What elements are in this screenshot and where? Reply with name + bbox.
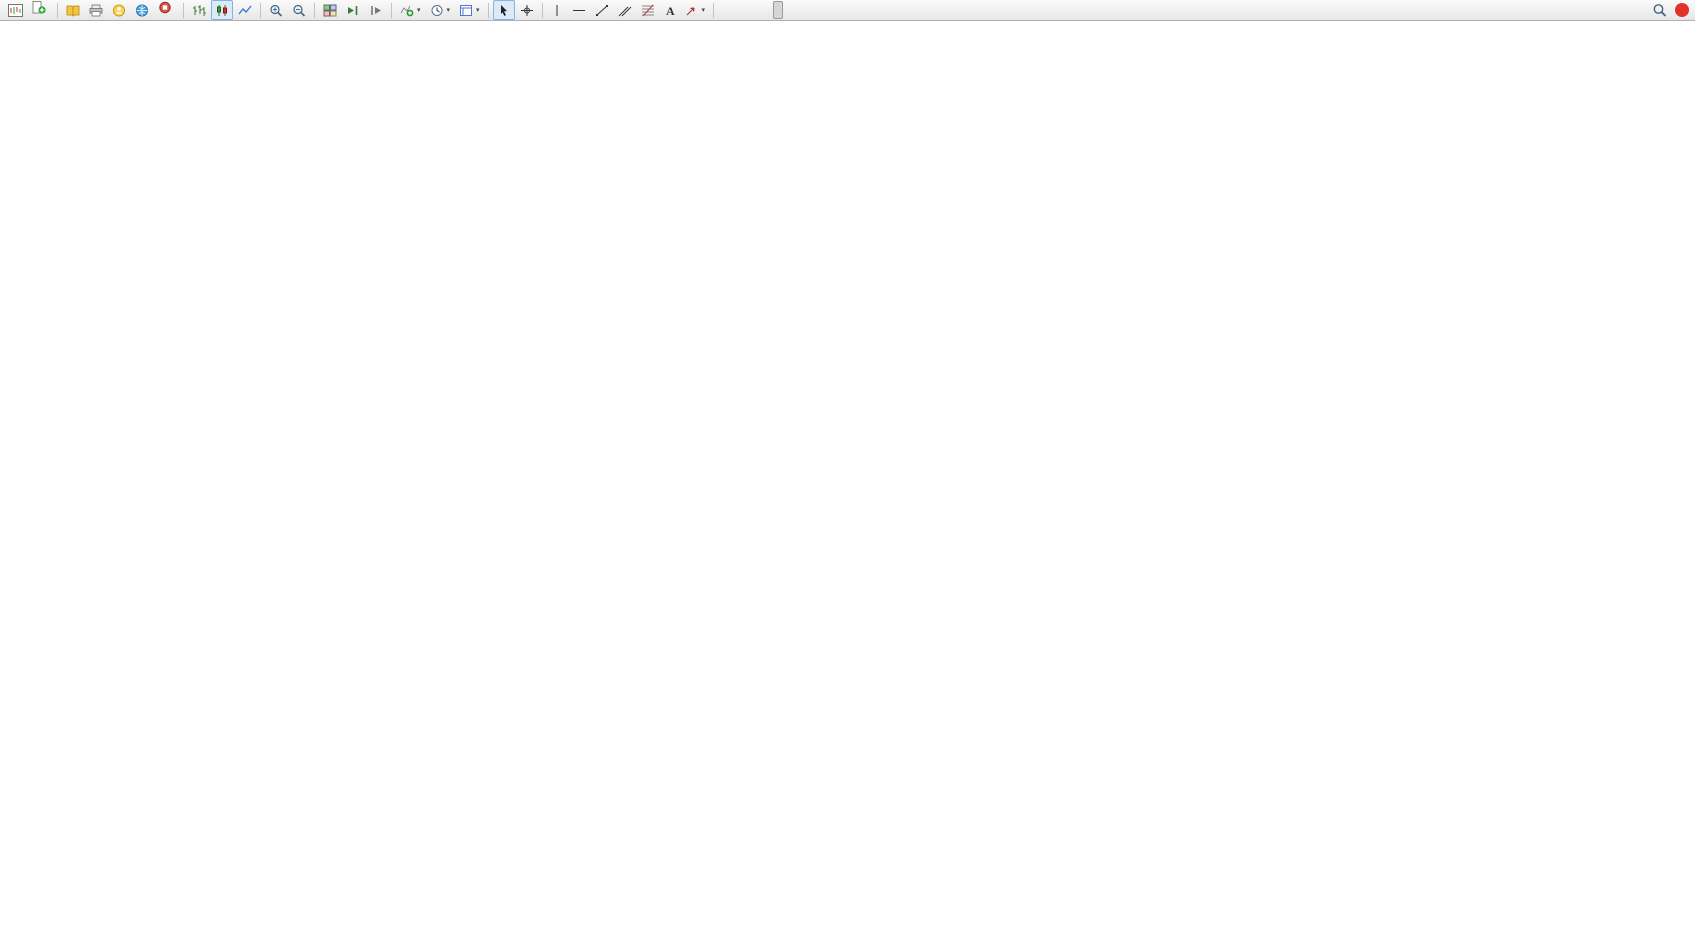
chevron-down-icon: ▾: [476, 6, 480, 14]
toolbar-separator: [183, 2, 184, 18]
periods-button[interactable]: ▾: [426, 0, 455, 20]
zoom-in-icon[interactable]: [265, 0, 287, 20]
search-icon[interactable]: [1648, 0, 1671, 20]
cursor-icon[interactable]: [492, 0, 515, 20]
notification-badge[interactable]: [1675, 3, 1689, 17]
toolbar-separator: [487, 2, 489, 18]
auto-trading-icon: [158, 1, 172, 19]
toolbar-separator: [391, 2, 392, 18]
timeframe-m15-button[interactable]: [740, 1, 750, 19]
tile-windows-icon[interactable]: [319, 0, 341, 20]
new-order-button[interactable]: [28, 0, 53, 20]
chevron-down-icon: ▾: [701, 6, 706, 14]
toolbar-separator: [713, 2, 715, 18]
timeframe-m1-button[interactable]: [718, 1, 728, 19]
timeframe-h1-button[interactable]: [762, 1, 772, 19]
timeframe-mn-button[interactable]: [806, 1, 816, 19]
globe-icon[interactable]: [131, 0, 153, 20]
svg-text:A: A: [666, 4, 675, 17]
templates-button[interactable]: ▾: [455, 0, 484, 20]
auto-trading-button[interactable]: [154, 0, 179, 20]
bars-chart-icon[interactable]: [188, 0, 210, 20]
toolbar-separator: [57, 2, 58, 18]
zoom-out-icon[interactable]: [288, 0, 310, 20]
guide-book-icon[interactable]: [62, 0, 84, 20]
timeframe-d1-button[interactable]: [784, 1, 794, 19]
auto-scroll-icon[interactable]: [342, 0, 364, 20]
timeframe-w1-button[interactable]: [795, 1, 805, 19]
timeframe-m30-button[interactable]: [751, 1, 761, 19]
equidistant-channel-icon[interactable]: [614, 0, 636, 20]
candles-chart-icon[interactable]: [211, 0, 233, 20]
community-icon[interactable]: [108, 0, 130, 20]
chevron-down-icon: ▾: [446, 6, 451, 14]
line-chart-icon[interactable]: [234, 0, 256, 20]
chevron-down-icon: ▾: [417, 6, 421, 14]
crosshair-icon[interactable]: [516, 0, 538, 20]
new-order-icon: [32, 1, 46, 19]
horizontal-line-icon[interactable]: [568, 0, 590, 20]
toolbar-separator: [260, 2, 261, 18]
indicators-button[interactable]: ▾: [396, 0, 425, 20]
fibonacci-icon[interactable]: [637, 0, 659, 20]
chart-window-icon[interactable]: [4, 0, 27, 20]
text-icon[interactable]: A: [660, 0, 680, 20]
timeframe-h4-button[interactable]: [773, 1, 784, 19]
trendline-icon[interactable]: [591, 0, 613, 20]
vertical-line-icon[interactable]: [547, 0, 567, 20]
chart-shift-icon[interactable]: [365, 0, 387, 20]
main-toolbar: ▾ ▾ ▾: [0, 0, 1695, 21]
arrows-tool-button[interactable]: ▾: [681, 0, 710, 20]
toolbar-separator: [314, 2, 315, 18]
toolbar-separator: [541, 2, 543, 18]
timeframe-m5-button[interactable]: [729, 1, 739, 19]
print-icon[interactable]: [85, 0, 107, 20]
